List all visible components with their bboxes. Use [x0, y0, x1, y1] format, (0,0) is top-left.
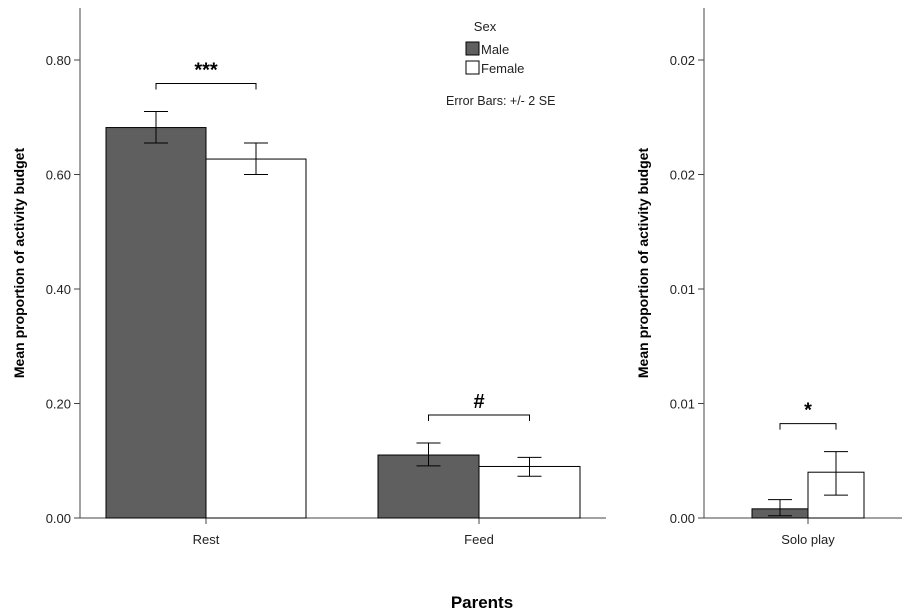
left-annotations: *** #	[155, 60, 530, 422]
right-bars	[751, 451, 865, 519]
right-y-ticks: 0.00 0.01 0.01 0.02 0.02	[670, 53, 704, 526]
left-y-ticks: 0.00 0.20 0.40 0.60 0.80	[46, 53, 80, 526]
legend-title: Sex	[474, 19, 497, 34]
right-ytick-label: 0.02	[670, 53, 695, 68]
right-x-ticks: Solo play	[781, 518, 835, 547]
left-bar-male	[105, 127, 207, 519]
left-ytick-label: 0.20	[46, 397, 71, 412]
right-significance-bracket	[779, 423, 837, 430]
left-ytick-label: 0.80	[46, 53, 71, 68]
legend-swatch-female	[465, 60, 480, 75]
right-ytick-label: 0.00	[670, 511, 695, 526]
legend-label-female: Female	[481, 61, 524, 76]
right-ytick-label: 0.02	[670, 168, 695, 183]
right-y-label: Mean proportion of activity budget	[635, 148, 651, 379]
right-panel: 0.00 0.01 0.01 0.02 0.02 Solo play * Mean pr…	[635, 8, 902, 547]
left-xtick-label: Rest	[193, 532, 220, 547]
left-significance-bracket	[155, 83, 257, 90]
left-y-label: Mean proportion of activity budget	[11, 148, 27, 379]
right-annotations: *	[779, 400, 837, 430]
left-xtick-label: Feed	[464, 532, 494, 547]
left-ytick-label: 0.40	[46, 282, 71, 297]
legend-swatch-male	[465, 41, 480, 56]
x-axis-title: Parents	[451, 593, 513, 612]
left-x-ticks: Rest Feed	[193, 518, 494, 547]
left-significance-bracket	[428, 414, 530, 422]
right-xtick-label: Solo play	[781, 532, 835, 547]
right-ytick-label: 0.01	[670, 282, 695, 297]
left-panel: 0.00 0.20 0.40 0.60 0.80 Rest Feed *** # Mean …	[11, 8, 606, 547]
left-ytick-label: 0.00	[46, 511, 71, 526]
right-significance-label: *	[804, 400, 812, 422]
left-ytick-label: 0.60	[46, 168, 71, 183]
legend: Sex Male Female Error Bars: +/- 2 SE	[446, 19, 555, 108]
left-bars	[105, 111, 581, 519]
left-significance-label: ***	[194, 60, 218, 82]
left-bar-female	[205, 158, 307, 519]
right-ytick-label: 0.01	[670, 397, 695, 412]
left-significance-label: #	[473, 391, 484, 413]
legend-label-male: Male	[481, 42, 509, 57]
error-bar-note: Error Bars: +/- 2 SE	[446, 94, 555, 108]
